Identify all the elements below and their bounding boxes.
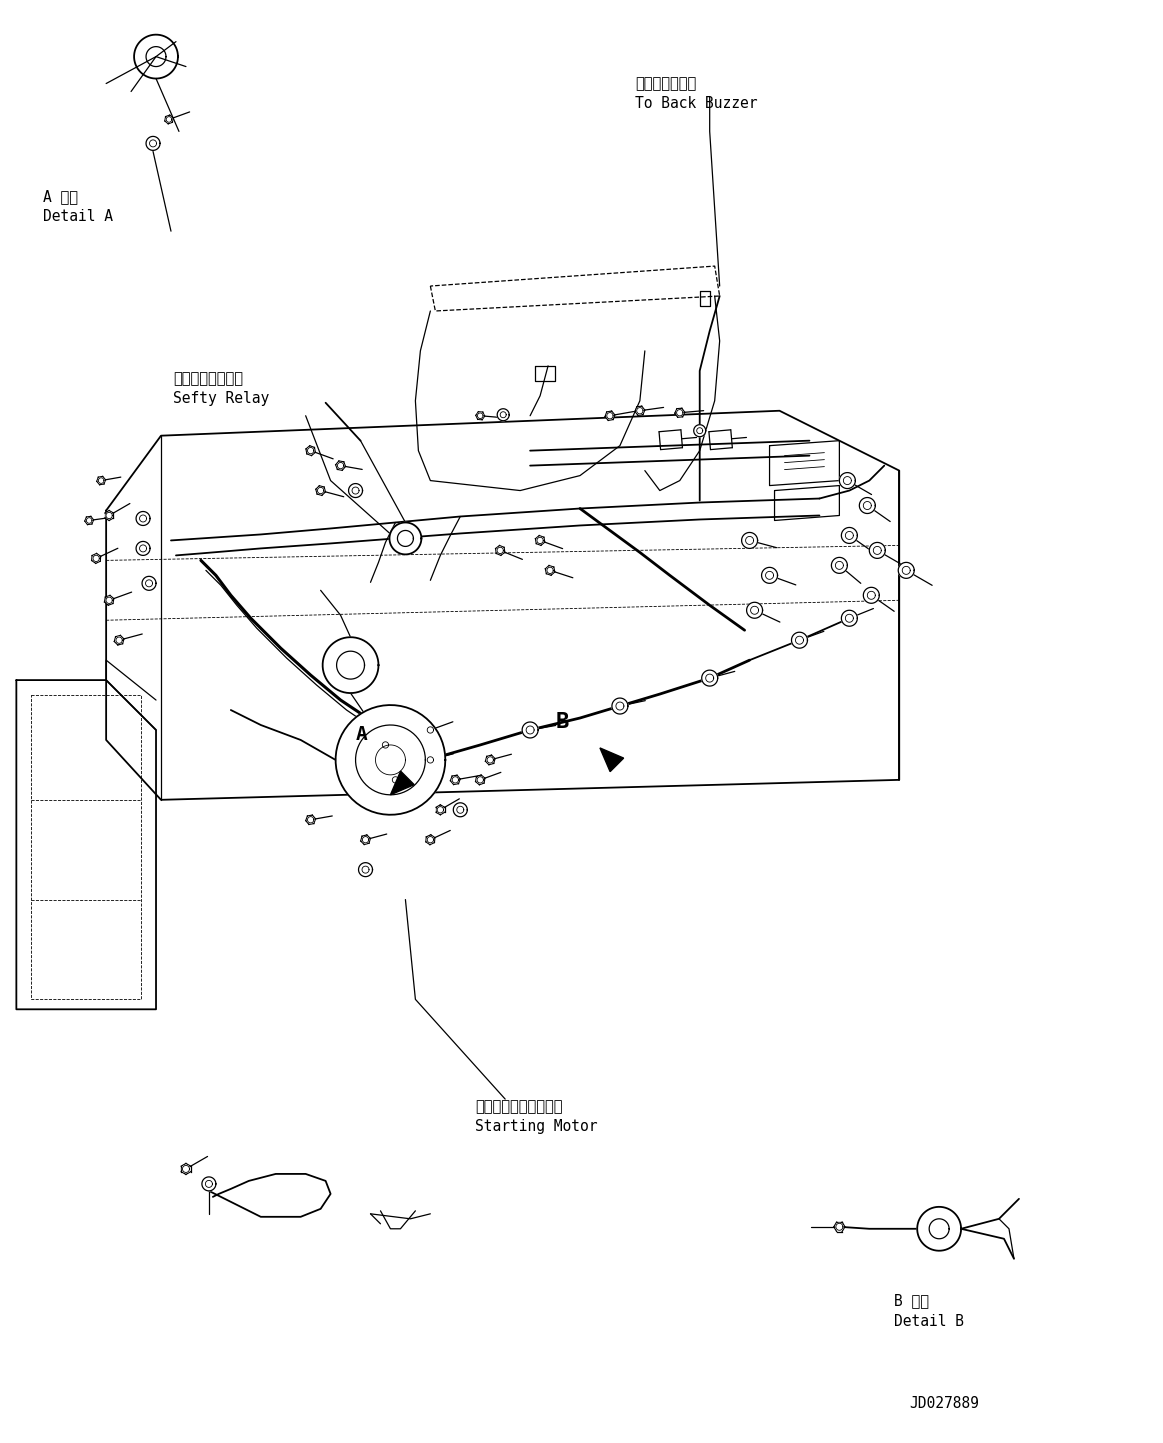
Polygon shape (742, 532, 757, 548)
Polygon shape (427, 727, 434, 733)
Polygon shape (116, 636, 122, 644)
Polygon shape (677, 410, 683, 416)
Polygon shape (840, 473, 855, 489)
Polygon shape (349, 483, 363, 498)
Polygon shape (918, 1206, 961, 1251)
Polygon shape (747, 602, 763, 618)
Polygon shape (547, 567, 554, 573)
Polygon shape (841, 610, 857, 626)
Polygon shape (166, 117, 172, 123)
Text: JD027889: JD027889 (909, 1397, 979, 1411)
Polygon shape (427, 756, 434, 763)
Polygon shape (317, 488, 323, 494)
Polygon shape (106, 512, 113, 518)
Polygon shape (454, 802, 468, 817)
Polygon shape (322, 638, 378, 693)
Polygon shape (307, 447, 314, 453)
Polygon shape (898, 563, 914, 579)
Polygon shape (792, 632, 807, 648)
Polygon shape (336, 706, 445, 815)
Polygon shape (836, 1224, 843, 1231)
Text: スターティングモータ: スターティングモータ (476, 1100, 563, 1114)
Polygon shape (86, 518, 92, 524)
Text: Detail B: Detail B (894, 1313, 964, 1329)
Polygon shape (93, 556, 99, 561)
Polygon shape (612, 698, 628, 714)
Polygon shape (869, 543, 885, 558)
Polygon shape (183, 1166, 190, 1172)
Text: A 詳細: A 詳細 (43, 189, 78, 205)
Polygon shape (452, 776, 458, 784)
Polygon shape (497, 547, 504, 554)
Polygon shape (701, 670, 718, 685)
Polygon shape (477, 776, 484, 784)
Polygon shape (383, 742, 388, 747)
Text: A: A (356, 724, 368, 745)
Polygon shape (841, 528, 857, 544)
Polygon shape (106, 597, 113, 603)
Polygon shape (99, 478, 104, 483)
Polygon shape (607, 413, 613, 418)
Text: Detail A: Detail A (43, 209, 113, 224)
Polygon shape (694, 424, 706, 437)
Polygon shape (391, 771, 414, 795)
Polygon shape (147, 137, 160, 150)
Polygon shape (600, 747, 623, 772)
Text: Starting Motor: Starting Motor (476, 1120, 598, 1134)
Polygon shape (202, 1177, 216, 1190)
Polygon shape (136, 541, 150, 556)
Polygon shape (832, 557, 848, 573)
Polygon shape (307, 817, 314, 823)
Polygon shape (136, 511, 150, 525)
Text: バックブザーへ: バックブザーへ (635, 76, 697, 91)
Polygon shape (863, 587, 879, 603)
Polygon shape (427, 837, 434, 843)
Text: セーフティリレー: セーフティリレー (173, 371, 243, 385)
Polygon shape (478, 413, 483, 418)
Text: Sefty Relay: Sefty Relay (173, 391, 269, 405)
Polygon shape (636, 407, 643, 414)
Polygon shape (390, 522, 421, 554)
Polygon shape (859, 498, 876, 514)
Polygon shape (363, 837, 369, 843)
Polygon shape (437, 807, 443, 812)
Polygon shape (337, 462, 344, 469)
Text: B: B (556, 711, 570, 732)
Polygon shape (537, 537, 543, 544)
Polygon shape (498, 408, 509, 421)
Polygon shape (392, 776, 399, 784)
Text: To Back Buzzer: To Back Buzzer (635, 97, 757, 111)
Polygon shape (762, 567, 778, 583)
Polygon shape (142, 576, 156, 590)
Polygon shape (358, 863, 372, 877)
Polygon shape (487, 756, 493, 763)
Text: B 詳細: B 詳細 (894, 1293, 929, 1309)
Polygon shape (522, 722, 538, 737)
